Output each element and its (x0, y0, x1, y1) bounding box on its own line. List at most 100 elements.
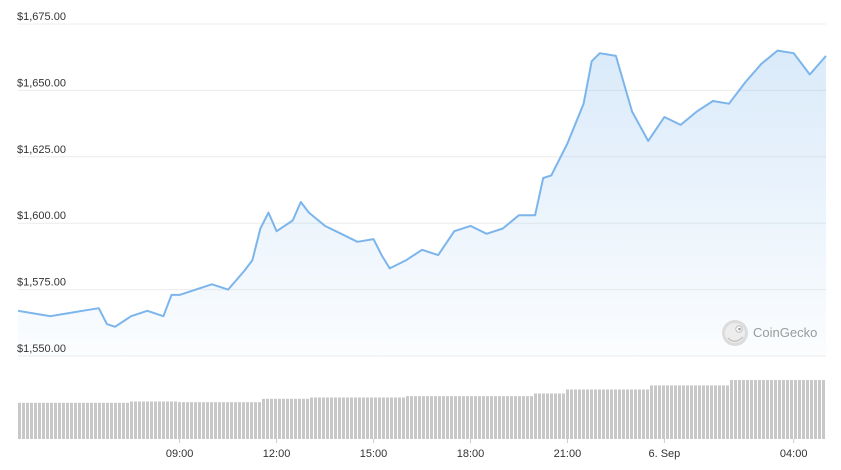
volume-bar (274, 398, 277, 439)
volume-bar (430, 396, 433, 439)
volume-bar (710, 385, 713, 439)
volume-bar (30, 402, 33, 439)
volume-bar (326, 397, 329, 439)
volume-bar (686, 385, 689, 439)
volume-bar (598, 389, 601, 439)
volume-bar (66, 402, 69, 439)
x-tick-label: 6. Sep (648, 448, 680, 460)
volume-bar (458, 396, 461, 439)
volume-bar (678, 385, 681, 439)
volume-bar (70, 402, 73, 439)
volume-bar (198, 402, 201, 439)
volume-bar (510, 396, 513, 439)
volume-bar (102, 402, 105, 439)
volume-bar (818, 380, 821, 439)
y-tick-label: $1,600.00 (17, 210, 66, 222)
volume-bar (498, 396, 501, 439)
volume-bar (246, 402, 249, 439)
volume-bar (490, 396, 493, 439)
volume-bar (642, 389, 645, 439)
volume-bar (610, 389, 613, 439)
volume-bar (46, 402, 49, 439)
volume-bar (558, 393, 561, 439)
volume-bar (418, 396, 421, 439)
volume-bar (218, 402, 221, 439)
volume-bar (378, 397, 381, 439)
volume-bar (374, 397, 377, 439)
price-line (17, 49, 827, 328)
volume-bar (282, 398, 285, 439)
volume-bar (486, 396, 489, 439)
volume-bar (426, 396, 429, 439)
volume-bar (178, 402, 181, 439)
volume-bar (546, 393, 549, 439)
volume-bar (334, 397, 337, 439)
price-area-fill (18, 50, 826, 356)
volume-bar (202, 402, 205, 439)
volume-bar (614, 389, 617, 439)
volume-bar (502, 396, 505, 439)
volume-bar (390, 397, 393, 439)
volume-bar (42, 402, 45, 439)
volume-bar (370, 397, 373, 439)
volume-bar (26, 402, 29, 439)
volume-bar (718, 385, 721, 439)
volume-bar (242, 402, 245, 439)
volume-bar (454, 396, 457, 439)
volume-bar (714, 385, 717, 439)
volume-bar (690, 385, 693, 439)
volume-bar (762, 380, 765, 439)
volume-bar (118, 402, 121, 439)
volume-bar (322, 397, 325, 439)
volume-bar (394, 397, 397, 439)
volume-bar (682, 385, 685, 439)
volume-bar (434, 396, 437, 439)
volume-bar (578, 389, 581, 439)
volume-bar (630, 389, 633, 439)
volume-bar (674, 385, 677, 439)
volume-bar (602, 389, 605, 439)
volume-bar (298, 398, 301, 439)
volume-bar (506, 396, 509, 439)
volume-bar (190, 402, 193, 439)
volume-bar (570, 389, 573, 439)
volume-bar (386, 397, 389, 439)
volume-bar (798, 380, 801, 439)
volume-bar (94, 402, 97, 439)
volume-bar (54, 402, 57, 439)
volume-bar (382, 397, 385, 439)
volume-bar (122, 402, 125, 439)
volume-bar (586, 389, 589, 439)
volume-bar (662, 385, 665, 439)
volume-bar (254, 402, 257, 439)
volume-bar (702, 385, 705, 439)
volume-bar (342, 397, 345, 439)
volume-bar (730, 380, 733, 439)
volume-bar (574, 389, 577, 439)
volume-bar (310, 397, 313, 439)
volume-bar (338, 397, 341, 439)
volume-bar (38, 402, 41, 439)
volume-bar (238, 402, 241, 439)
volume-bar (706, 385, 709, 439)
volume-bar (582, 389, 585, 439)
volume-bar (170, 401, 173, 439)
volume-bar (566, 389, 569, 439)
volume-bar (550, 393, 553, 439)
volume-bar (790, 380, 793, 439)
volume-bar (654, 385, 657, 439)
volume-bar (74, 402, 77, 439)
volume-bar (270, 398, 273, 439)
volume-bar (742, 380, 745, 439)
volume-bar (210, 402, 213, 439)
volume-bar (186, 402, 189, 439)
volume-bar (822, 380, 825, 439)
volume-bar (262, 398, 265, 439)
volume-bar (758, 380, 761, 439)
volume-bar (22, 402, 25, 439)
x-tick-label: 15:00 (360, 448, 388, 460)
volume-bar (230, 402, 233, 439)
volume-bar (366, 397, 369, 439)
volume-bar (694, 385, 697, 439)
volume-bar (294, 398, 297, 439)
